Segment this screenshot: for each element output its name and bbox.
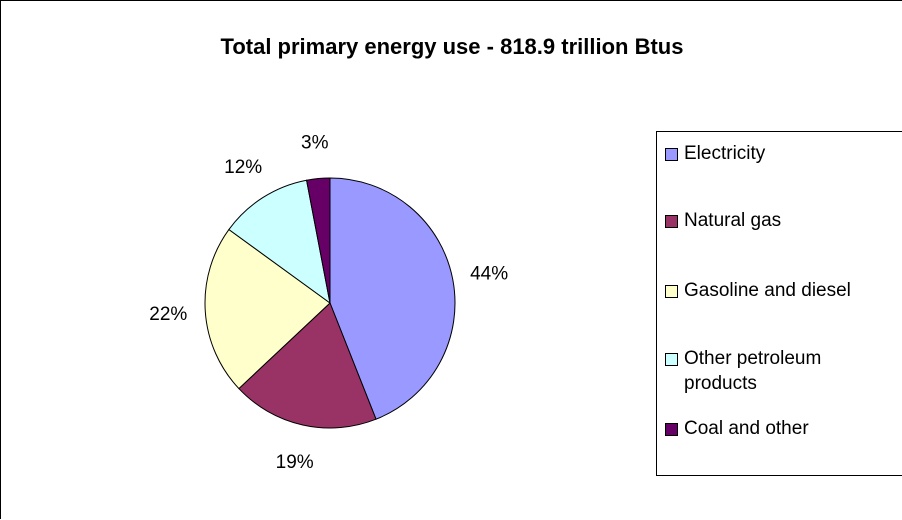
pie-slice — [329, 177, 456, 420]
legend-swatch — [665, 353, 678, 366]
pie-slice — [228, 179, 331, 305]
legend-item: Gasoline and diesel — [665, 278, 899, 303]
slice-data-label: 22% — [149, 304, 187, 325]
slice-data-label: 12% — [224, 157, 262, 178]
legend: Electricity Natural gas Gasoline and die… — [656, 131, 902, 476]
pie-slice — [305, 177, 331, 304]
slice-data-label: 3% — [301, 133, 329, 154]
legend-item: Natural gas — [665, 208, 899, 233]
pie-slice — [238, 302, 377, 429]
slice-data-label: 44% — [470, 264, 508, 285]
legend-label: Other petroleum products — [684, 348, 822, 394]
legend-item: Other petroleum products — [665, 346, 899, 396]
legend-item: Electricity — [665, 141, 899, 166]
slice-data-label: 19% — [276, 452, 314, 473]
legend-item: Coal and other — [665, 416, 899, 441]
legend-label: Gasoline and diesel — [684, 280, 851, 301]
pie-slice — [204, 228, 331, 390]
legend-label: Electricity — [684, 143, 766, 164]
legend-swatch — [665, 148, 678, 161]
legend-swatch — [665, 423, 678, 436]
legend-label: Coal and other — [684, 418, 809, 439]
legend-swatch — [665, 285, 678, 298]
chart-title: Total primary energy use - 818.9 trillio… — [220, 34, 684, 59]
legend-label: Natural gas — [684, 210, 782, 231]
legend-swatch — [665, 215, 678, 228]
